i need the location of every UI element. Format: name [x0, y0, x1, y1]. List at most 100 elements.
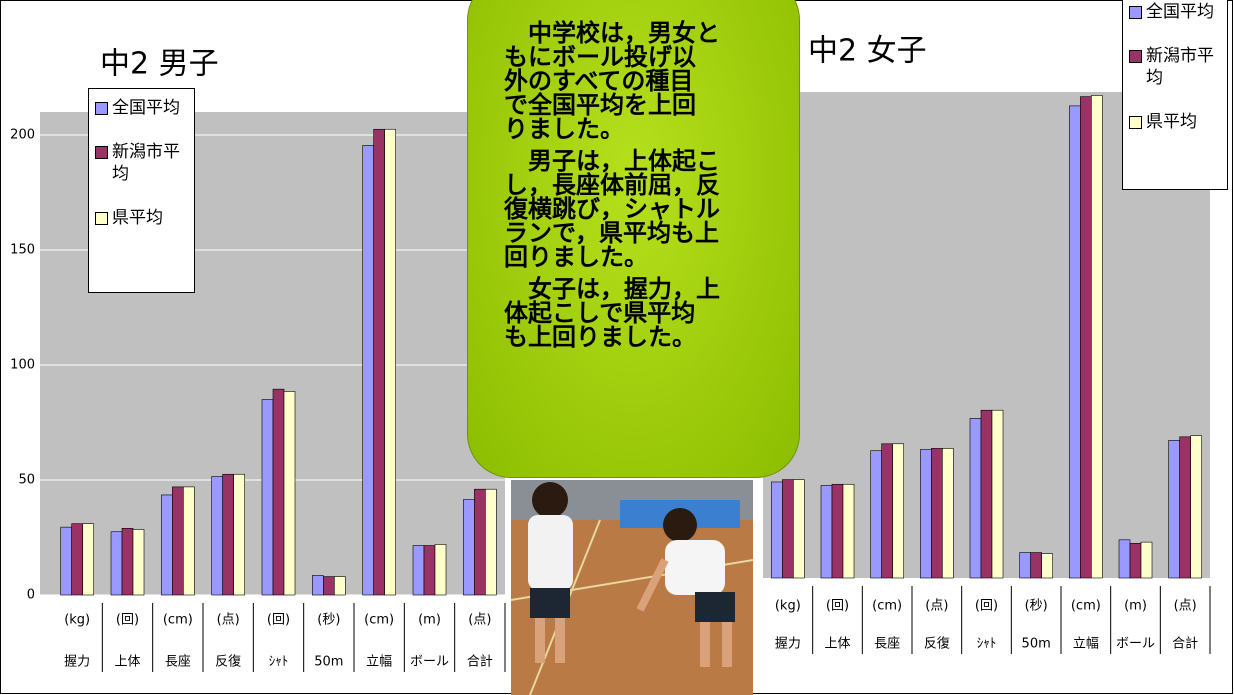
legend-swatch — [95, 212, 108, 225]
bar — [1191, 436, 1202, 578]
bar — [821, 485, 832, 578]
x-tick-label: 合計 — [467, 654, 493, 670]
callout-line: 復横跳び，シャトル — [504, 197, 781, 221]
bar — [1042, 554, 1053, 578]
callout-paragraph: 中学校は，男女ともにボール投げ以外のすべての種目で全国平均を上回りました。 — [504, 21, 781, 141]
legend-item: 全国平均 — [1129, 1, 1221, 23]
bar — [223, 474, 234, 595]
x-tick-unit: (点) — [925, 599, 948, 614]
bar — [782, 480, 793, 578]
legend-swatch — [1129, 116, 1142, 129]
x-tick-label: ｼｬﾄ — [269, 655, 289, 670]
chart-title: 中2 女子 — [808, 34, 927, 69]
callout-line: ランで，県平均も上 — [504, 221, 781, 245]
legend-label: 全国平均 — [1146, 1, 1221, 23]
x-tick-label: 上体 — [824, 637, 850, 652]
callout-line: りました。 — [504, 117, 781, 141]
legend: 全国平均新潟市平均県平均 — [88, 88, 195, 293]
bar — [172, 487, 183, 595]
x-tick-label: ｼｬﾄ — [977, 637, 997, 652]
legend-swatch — [95, 102, 108, 115]
callout-line: もにボール投げ以 — [504, 45, 781, 69]
legend-swatch — [1129, 50, 1142, 63]
legend-label: 県平均 — [112, 207, 188, 229]
bar — [133, 529, 144, 595]
x-tick-unit: (cm) — [1071, 599, 1101, 614]
x-tick-unit: (m) — [418, 613, 441, 628]
bar — [1119, 540, 1130, 578]
bar — [234, 474, 245, 595]
bar — [1169, 440, 1180, 578]
x-tick-label: 長座 — [874, 637, 900, 652]
bar — [920, 450, 931, 578]
bar — [72, 524, 83, 595]
bar — [1069, 106, 1080, 578]
bar — [363, 145, 374, 595]
x-tick-unit: (点) — [217, 613, 240, 628]
bar — [374, 129, 385, 595]
bar — [1141, 542, 1152, 578]
bar — [262, 400, 273, 596]
x-tick-unit: (cm) — [364, 613, 394, 628]
y-tick-label: 100 — [10, 358, 35, 373]
x-tick-label: 握力 — [775, 637, 801, 652]
bar — [893, 444, 904, 578]
bar — [1031, 553, 1042, 578]
callout-line: 中学校は，男女と — [504, 21, 781, 45]
x-tick-unit: (cm) — [872, 599, 902, 614]
legend-label: 全国平均 — [112, 97, 188, 119]
x-tick-unit: (点) — [468, 613, 491, 628]
bar — [1180, 437, 1191, 578]
bar — [1080, 97, 1091, 578]
x-tick-unit: (点) — [1174, 599, 1197, 614]
legend-swatch — [95, 146, 108, 159]
x-tick-label: 握力 — [64, 655, 90, 670]
legend-label: 県平均 — [1146, 111, 1221, 133]
bar — [1091, 95, 1102, 578]
legend: 全国平均新潟市平均県平均 — [1122, 0, 1228, 190]
callout-line: 女子は，握力，上 — [504, 277, 781, 301]
legend-swatch — [1129, 6, 1142, 19]
x-tick-label: 上体 — [114, 655, 140, 670]
bar — [992, 410, 1003, 578]
bar — [942, 448, 953, 578]
bar — [771, 482, 782, 578]
bar — [122, 528, 133, 595]
x-tick-unit: (秒) — [317, 613, 340, 628]
bar — [111, 532, 122, 595]
chart-title: 中2 男子 — [100, 47, 219, 82]
slide: 050100150200(kg)握力(回)上体(cm)長座(点)反復(回)ｼｬﾄ… — [0, 0, 1234, 695]
y-tick-label: 50 — [18, 473, 35, 488]
callout-line: で全国平均を上回 — [504, 93, 781, 117]
bar — [385, 129, 396, 595]
bar — [435, 544, 446, 595]
legend-item: 全国平均 — [95, 97, 188, 119]
x-tick-label: 反復 — [924, 636, 950, 652]
bar — [61, 527, 72, 595]
bar — [1130, 543, 1141, 578]
x-tick-label: 長座 — [165, 655, 191, 670]
x-tick-label: ボール — [1116, 637, 1155, 652]
x-tick-unit: (回) — [975, 599, 998, 614]
x-tick-label: 立幅 — [366, 655, 392, 670]
legend-item: 新潟市平均 — [1129, 45, 1221, 89]
bar — [931, 448, 942, 578]
callout-line: も上回りました。 — [504, 325, 781, 349]
bar — [832, 484, 843, 578]
bar — [843, 484, 854, 578]
bar — [413, 546, 424, 595]
bar — [212, 477, 223, 595]
x-tick-unit: (cm) — [163, 613, 193, 628]
callout-line: 回りました。 — [504, 245, 781, 269]
y-tick-label: 150 — [10, 243, 35, 258]
bar — [284, 391, 295, 595]
x-tick-unit: (kg) — [775, 599, 801, 614]
callout-paragraph: 女子は，握力，上体起こしで県平均も上回りました。 — [504, 277, 781, 349]
bar — [463, 500, 474, 595]
x-tick-label: 立幅 — [1073, 637, 1099, 652]
legend-label: 新潟市平均 — [1146, 45, 1221, 89]
bar — [273, 389, 284, 595]
bar — [981, 410, 992, 578]
x-tick-unit: (m) — [1124, 599, 1147, 614]
callout-line: 外のすべての種目 — [504, 69, 781, 93]
